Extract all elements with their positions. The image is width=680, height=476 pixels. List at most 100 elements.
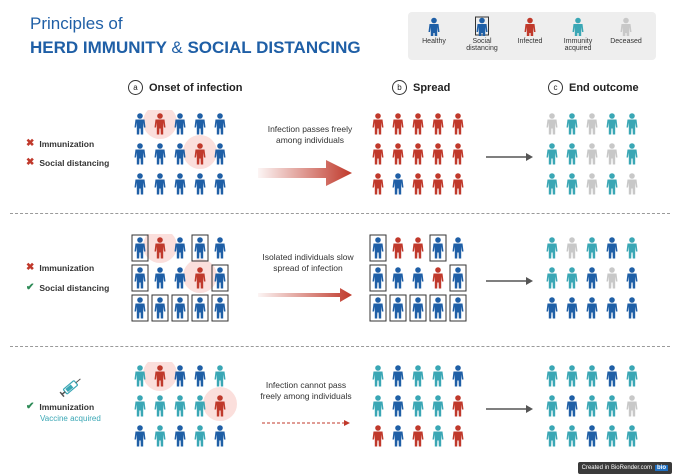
- deceased-person-icon: [606, 143, 618, 165]
- social-distancing-person-icon: [154, 297, 166, 319]
- legend-immune: Immunity acquired: [554, 16, 602, 52]
- isolation-box: [131, 264, 149, 292]
- immune-person-icon: [626, 143, 638, 165]
- infected-person-icon: [372, 425, 384, 447]
- immune-person-icon: [372, 365, 384, 387]
- immune-person-icon: [546, 425, 558, 447]
- healthy-person-icon: [214, 143, 226, 165]
- section-a-label: Onset of infection: [149, 81, 243, 94]
- grid-row2-spread: [369, 234, 467, 322]
- immune-person-icon: [432, 395, 444, 417]
- healthy-person-icon: [606, 237, 618, 259]
- infected-person-icon: [412, 143, 424, 165]
- infected-person-icon: [392, 143, 404, 165]
- row1-social-label: Social distancing: [39, 157, 110, 168]
- legend-infected: Infected: [506, 16, 554, 45]
- legend-social: Social distancing: [458, 16, 506, 52]
- healthy-person-icon: [566, 395, 578, 417]
- healthy-person-icon: [194, 173, 206, 195]
- grey-arrow-row1: [486, 153, 533, 161]
- immune-person-icon: [566, 425, 578, 447]
- healthy-person-icon: [214, 425, 226, 447]
- social-distancing-person-icon: [134, 237, 146, 259]
- cross-icon: ✖: [26, 262, 35, 273]
- grid-row3-outcome: [546, 365, 638, 447]
- infected-person-icon: [524, 17, 536, 36]
- title-ampersand: &: [171, 38, 183, 57]
- immune-person-icon: [566, 365, 578, 387]
- infected-person-icon: [412, 113, 424, 135]
- healthy-person-icon: [174, 267, 186, 289]
- row3-description: Infection cannot pass freely among indiv…: [260, 380, 352, 401]
- isolation-box: [449, 294, 467, 322]
- healthy-person-icon: [154, 173, 166, 195]
- healthy-person-icon: [194, 113, 206, 135]
- social-distancing-person-icon: [194, 237, 206, 259]
- legend-healthy-label: Healthy: [422, 38, 446, 45]
- cross-icon: ✖: [26, 138, 35, 149]
- healthy-person-icon: [392, 173, 404, 195]
- isolation-box: [389, 294, 407, 322]
- infected-person-icon: [154, 365, 166, 387]
- healthy-person-icon: [566, 297, 578, 319]
- infected-person-icon: [524, 17, 536, 36]
- medium-red-arrow: [258, 288, 352, 302]
- healthy-person-icon: [134, 173, 146, 195]
- credit-text: Created in BioRender.com: [581, 465, 652, 471]
- healthy-person-icon: [392, 425, 404, 447]
- healthy-person-icon: [134, 425, 146, 447]
- social-distancing-person-icon: [392, 297, 404, 319]
- row1-immunization: ✖ Immunization: [26, 138, 94, 149]
- infected-person-icon: [412, 173, 424, 195]
- biorender-credit: Created in BioRender.com bio: [577, 462, 672, 474]
- healthy-person-icon: [154, 143, 166, 165]
- immune-person-icon: [566, 173, 578, 195]
- section-b-label: Spread: [413, 81, 451, 94]
- immune-person-icon: [606, 425, 618, 447]
- infected-person-icon: [392, 237, 404, 259]
- infected-person-icon: [372, 143, 384, 165]
- isolation-box: [191, 294, 209, 322]
- healthy-person-icon: [626, 267, 638, 289]
- immune-person-icon: [572, 17, 584, 36]
- title-line2: HERD IMMUNITY & SOCIAL DISTANCING: [30, 38, 361, 58]
- deceased-person-icon: [620, 17, 632, 36]
- healthy-person-icon: [452, 237, 464, 259]
- isolation-box: [151, 294, 169, 322]
- immune-person-icon: [412, 395, 424, 417]
- healthy-person-icon: [174, 237, 186, 259]
- title-social-distancing: SOCIAL DISTANCING: [187, 38, 361, 57]
- isolation-box: [131, 234, 149, 262]
- healthy-person-icon: [412, 267, 424, 289]
- legend-deceased: Deceased: [602, 16, 650, 45]
- divider-1: [10, 213, 670, 214]
- immune-person-icon: [214, 365, 226, 387]
- healthy-person-icon: [214, 237, 226, 259]
- deceased-person-icon: [546, 113, 558, 135]
- healthy-person-icon: [428, 17, 440, 36]
- divider-2: [10, 346, 670, 347]
- grid-row1-outcome: [546, 113, 638, 195]
- immune-person-icon: [626, 365, 638, 387]
- infected-person-icon: [154, 113, 166, 135]
- row2-immunization: ✖ Immunization: [26, 262, 94, 273]
- row2-social-label: Social distancing: [39, 282, 110, 293]
- healthy-person-icon: [134, 143, 146, 165]
- section-a-heading: a Onset of infection: [128, 80, 243, 95]
- legend-healthy: Healthy: [410, 16, 458, 45]
- section-c-heading: c End outcome: [548, 80, 639, 95]
- immune-person-icon: [572, 17, 584, 36]
- legend-deceased-label: Deceased: [610, 38, 642, 45]
- social-distancing-person-icon: [412, 297, 424, 319]
- row3-sublabel: Vaccine acquired: [40, 414, 101, 423]
- social-distancing-person-icon: [475, 16, 489, 36]
- isolation-box: [409, 294, 427, 322]
- healthy-person-icon: [626, 297, 638, 319]
- healthy-person-icon: [174, 113, 186, 135]
- immune-person-icon: [546, 173, 558, 195]
- deceased-person-icon: [566, 237, 578, 259]
- immune-person-icon: [626, 113, 638, 135]
- healthy-person-icon: [174, 143, 186, 165]
- infected-person-icon: [412, 237, 424, 259]
- infected-person-icon: [194, 267, 206, 289]
